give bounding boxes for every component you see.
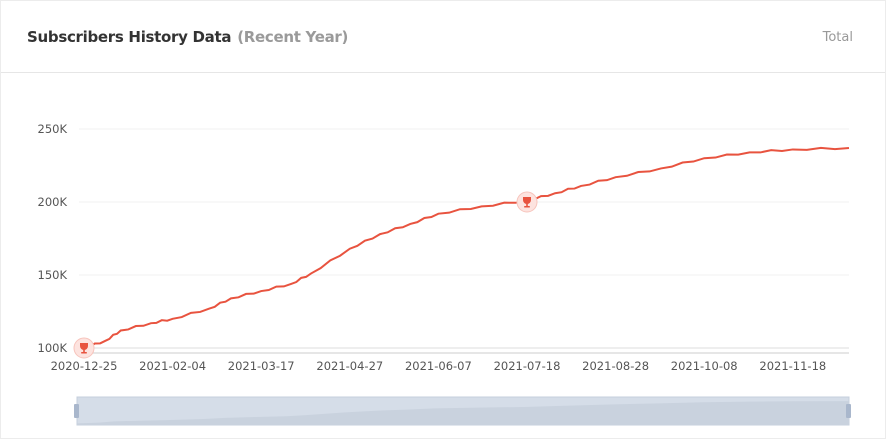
x-tick-label: 2021-10-08 bbox=[671, 359, 738, 373]
trophy-icon bbox=[80, 343, 88, 354]
data-zoom-preview bbox=[77, 401, 849, 425]
zoom-handle-right[interactable] bbox=[846, 404, 851, 418]
x-tick-label: 2021-07-18 bbox=[494, 359, 561, 373]
x-tick-label: 2021-11-18 bbox=[759, 359, 826, 373]
x-tick-label: 2021-04-27 bbox=[316, 359, 383, 373]
y-tick-label: 150K bbox=[38, 268, 68, 282]
x-tick-label: 2020-12-25 bbox=[51, 359, 118, 373]
series-line bbox=[83, 146, 850, 349]
zoom-handle-left[interactable] bbox=[74, 404, 79, 418]
y-tick-label: 250K bbox=[38, 122, 68, 136]
subtitle: (Recent Year) bbox=[237, 28, 349, 46]
total-toggle[interactable]: Total bbox=[822, 30, 853, 45]
x-tick-label: 2021-03-17 bbox=[228, 359, 295, 373]
x-tick-label: 2021-02-04 bbox=[139, 359, 206, 373]
trophy-icon bbox=[523, 197, 531, 208]
x-tick-label: 2021-08-28 bbox=[582, 359, 649, 373]
y-tick-label: 100K bbox=[38, 341, 68, 355]
card-title: Subscribers History Data (Recent Year) bbox=[27, 28, 348, 46]
x-tick-label: 2021-06-07 bbox=[405, 359, 472, 373]
card-header: Subscribers History Data (Recent Year) To… bbox=[1, 1, 885, 73]
y-tick-label: 200K bbox=[38, 195, 68, 209]
title-text: Subscribers History Data bbox=[27, 28, 232, 46]
